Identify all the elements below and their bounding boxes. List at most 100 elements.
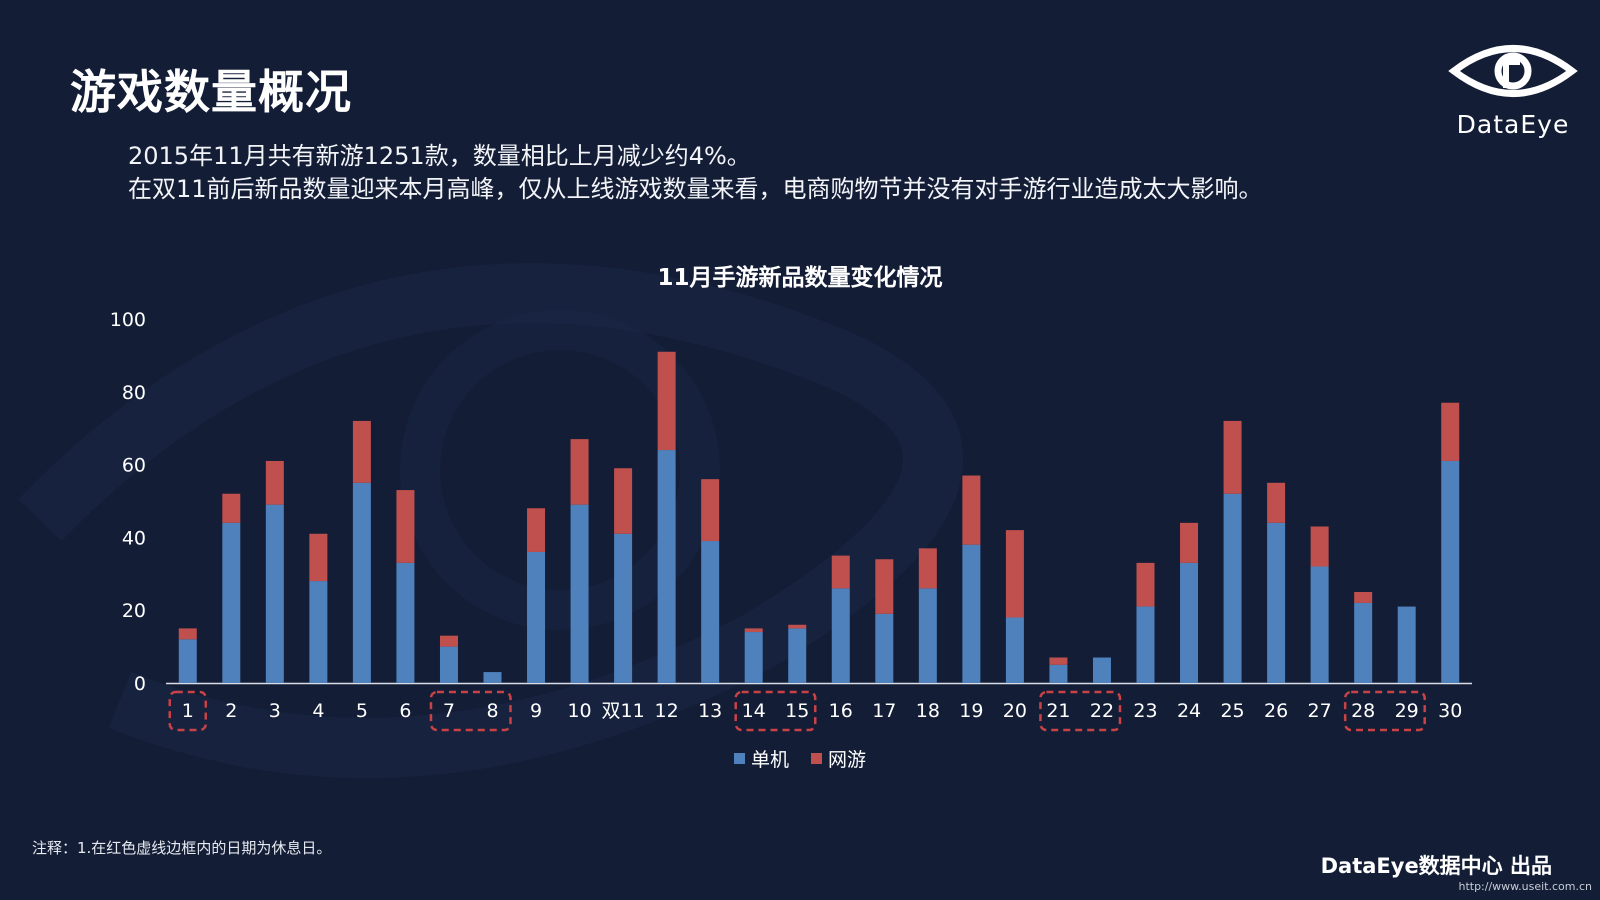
credit-text: DataEye数据中心 出品	[1320, 854, 1552, 878]
bar-online	[962, 475, 981, 545]
bar-standalone	[439, 646, 458, 683]
bar-online	[352, 420, 371, 483]
y-tick-label: 60	[122, 455, 146, 477]
legend-item-standalone: 单机	[733, 745, 789, 772]
watermark-url: http://www.useit.com.cn	[1458, 880, 1592, 893]
bar-standalone	[1397, 606, 1416, 683]
weekend-highlight-box	[429, 690, 512, 732]
y-tick-label: 100	[110, 309, 146, 331]
bar-standalone	[1310, 566, 1329, 683]
bar-online	[1049, 657, 1068, 665]
logo-text: DataEye	[1456, 110, 1570, 139]
chart-title: 11月手游新品数量变化情况	[657, 265, 943, 291]
bar-standalone	[1005, 617, 1024, 683]
y-tick-label: 0	[134, 673, 146, 695]
x-tick-label: 25	[1220, 700, 1244, 722]
bar-standalone	[1092, 657, 1111, 683]
bar-standalone	[222, 522, 241, 683]
bar-online	[1441, 402, 1460, 461]
bar-online	[788, 624, 807, 629]
x-tick-label: 8	[486, 700, 498, 722]
bar-online	[396, 490, 415, 563]
bar-online	[439, 635, 458, 647]
bar-online	[570, 439, 589, 505]
summary-line-2: 在双11前后新品数量迎来本月高峰，仅从上线游戏数量来看，电商购物节并没有对手游行…	[128, 175, 1263, 203]
x-tick-label: 24	[1177, 700, 1201, 722]
x-tick-label: 22	[1090, 700, 1114, 722]
eye-logo-icon	[1448, 45, 1578, 97]
bar-standalone	[1049, 664, 1068, 683]
bar-online	[614, 468, 633, 534]
chart-legend: 单机 网游	[0, 745, 1600, 772]
bar-standalone	[701, 541, 720, 683]
bar-standalone	[1223, 493, 1242, 683]
legend-swatch-standalone	[733, 753, 745, 764]
bar-standalone	[657, 450, 676, 683]
x-tick-label: 2	[225, 700, 237, 722]
bar-online	[657, 351, 676, 451]
bar-online	[1354, 592, 1373, 603]
bar-online	[1136, 562, 1155, 607]
bar-standalone	[614, 533, 633, 683]
x-tick-label: 13	[698, 700, 722, 722]
bar-online	[701, 479, 720, 542]
x-tick-label: 双11	[602, 700, 645, 722]
x-tick-label: 16	[829, 700, 853, 722]
bar-standalone	[352, 482, 371, 683]
bar-standalone	[265, 504, 284, 683]
x-tick-label: 1	[182, 700, 194, 722]
weekend-highlight-box	[734, 690, 817, 732]
bar-online	[178, 628, 197, 640]
bar-standalone	[962, 544, 981, 683]
x-tick-label: 3	[269, 700, 281, 722]
legend-label-standalone: 单机	[750, 749, 789, 771]
x-tick-label: 26	[1264, 700, 1288, 722]
x-tick-label: 17	[872, 700, 896, 722]
page-title: 游戏数量概况	[70, 65, 352, 119]
x-tick-label: 30	[1438, 700, 1462, 722]
x-tick-label: 4	[312, 700, 324, 722]
bar-online	[875, 559, 894, 614]
y-tick-label: 80	[122, 382, 146, 404]
bar-online	[1005, 530, 1024, 618]
bar-standalone	[1354, 602, 1373, 683]
bar-online	[831, 555, 850, 589]
bar-standalone	[744, 632, 763, 683]
bar-online	[309, 533, 328, 582]
x-tick-label: 10	[567, 700, 591, 722]
x-tick-label: 6	[399, 700, 411, 722]
bar-online	[1310, 526, 1329, 567]
x-tick-label: 19	[959, 700, 983, 722]
summary-text: 2015年11月共有新游1251款，数量相比上月减少约4%。 在双11前后新品数…	[128, 140, 1508, 206]
legend-label-online: 网游	[828, 749, 867, 771]
bar-online	[222, 493, 241, 523]
bar-standalone	[831, 588, 850, 683]
bar-online	[265, 460, 284, 505]
x-tick-label: 27	[1308, 700, 1332, 722]
x-tick-label: 5	[356, 700, 368, 722]
x-tick-label: 23	[1133, 700, 1157, 722]
bar-standalone	[1267, 522, 1286, 683]
x-tick-label: 29	[1395, 700, 1419, 722]
bar-standalone	[396, 562, 415, 683]
x-tick-label: 18	[916, 700, 940, 722]
dataeye-logo: DataEye	[1438, 38, 1588, 139]
x-tick-label: 12	[655, 700, 679, 722]
y-tick-label: 20	[122, 600, 146, 622]
bar-online	[744, 628, 763, 633]
bar-online	[918, 548, 937, 589]
weekend-highlight-box	[1343, 690, 1426, 732]
bar-online	[527, 508, 546, 552]
x-tick-label: 15	[785, 700, 809, 722]
x-tick-label: 20	[1003, 700, 1027, 722]
bar-standalone	[918, 588, 937, 683]
x-tick-label: 14	[742, 700, 766, 722]
bar-standalone	[1180, 562, 1199, 683]
x-tick-label: 9	[530, 700, 542, 722]
footnote: 注释：1.在红色虚线边框内的日期为休息日。	[32, 839, 332, 857]
x-tick-label: 28	[1351, 700, 1375, 722]
bar-standalone	[875, 613, 894, 683]
bar-standalone	[178, 639, 197, 683]
